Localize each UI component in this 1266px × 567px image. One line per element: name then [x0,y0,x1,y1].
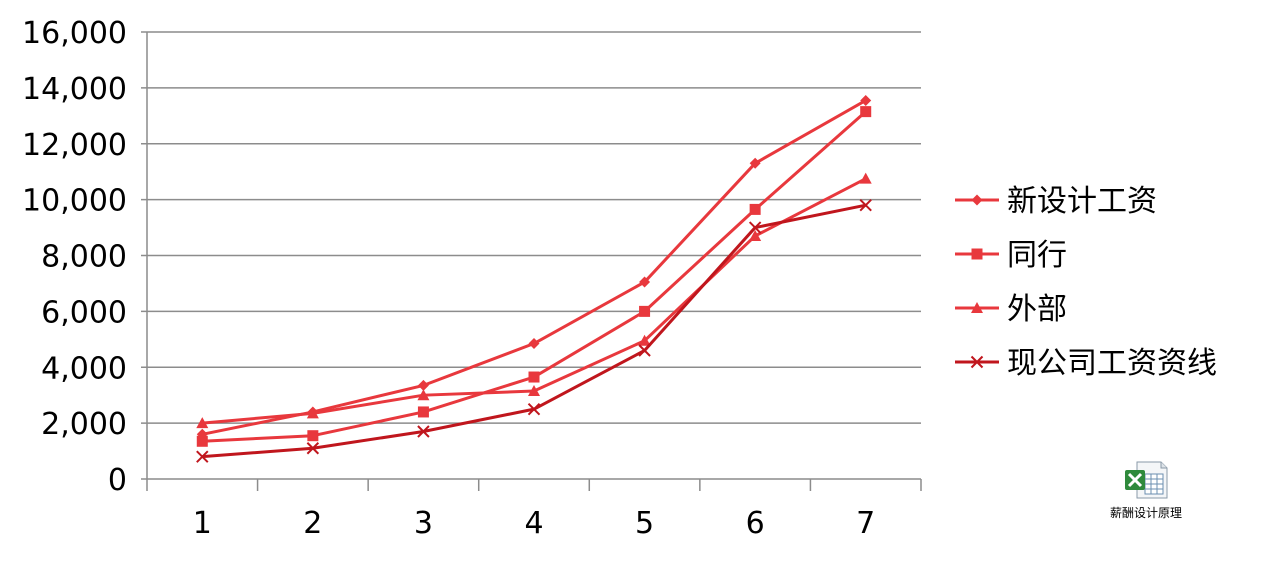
gridlines [147,31,921,424]
y-tick-label: 14,000 [22,72,127,107]
y-tick-label: 16,000 [22,16,127,51]
data-point [306,442,320,455]
data-point [638,334,651,346]
data-point [196,435,208,447]
series-line [201,99,867,436]
data-point [417,379,429,391]
desktop-shortcut-label: 薪酬设计原理 [1109,506,1182,520]
data-point [528,338,540,350]
series-line [202,203,867,459]
y-tick-label: 6,000 [41,295,127,330]
y-tick-label: 12,000 [22,128,127,163]
x-tick-label: 3 [414,506,433,541]
y-tick-label: 10,000 [22,184,127,219]
data-point [196,417,209,429]
data-point [306,407,319,419]
excel-file-icon [1123,458,1169,500]
legend-item: 现公司工资资线 [955,346,1217,381]
legend-label: 现公司工资资线 [1007,346,1217,381]
data-point [528,371,540,383]
data-point [417,425,430,438]
legend-label: 新设计工资 [1007,184,1157,219]
data-point [196,450,209,463]
x-tick-label: 5 [635,506,654,541]
data-point [859,172,872,184]
x-tick-label: 2 [303,506,322,541]
x-tick-label: 7 [856,506,875,541]
series-3 [196,172,872,429]
y-tick-label: 4,000 [41,351,127,386]
data-point [749,203,761,215]
data-point [749,229,762,241]
data-point [307,430,319,442]
legend-label: 外部 [1007,292,1067,327]
legend-marker [971,248,983,260]
data-point [528,384,540,396]
y-tick-label: 2,000 [41,407,127,442]
legend-marker [970,355,984,369]
data-point [417,389,430,401]
series-2 [196,106,872,447]
y-tick-label: 8,000 [41,240,127,275]
x-tick-label: 6 [746,506,765,541]
x-tick-label: 4 [524,506,543,541]
x-tick-label: 1 [193,506,212,541]
data-point [639,276,651,288]
legend-marker [971,302,983,313]
data-point [527,402,541,416]
data-point [748,221,762,234]
legend-label: 同行 [1007,238,1067,273]
legend-item: 新设计工资 [955,184,1157,219]
data-point [860,94,872,106]
desktop-shortcut[interactable]: 薪酬设计原理 [1096,458,1196,521]
data-point [860,106,872,118]
legend-marker [971,194,983,206]
data-point [859,199,872,212]
y-tick-label: 0 [108,463,127,498]
data-point [417,406,429,418]
data-point [638,344,651,357]
data-point [639,305,651,317]
legend-item: 外部 [955,292,1067,327]
series-4 [196,199,872,463]
data-point [749,157,761,169]
legend-item: 同行 [955,238,1067,273]
